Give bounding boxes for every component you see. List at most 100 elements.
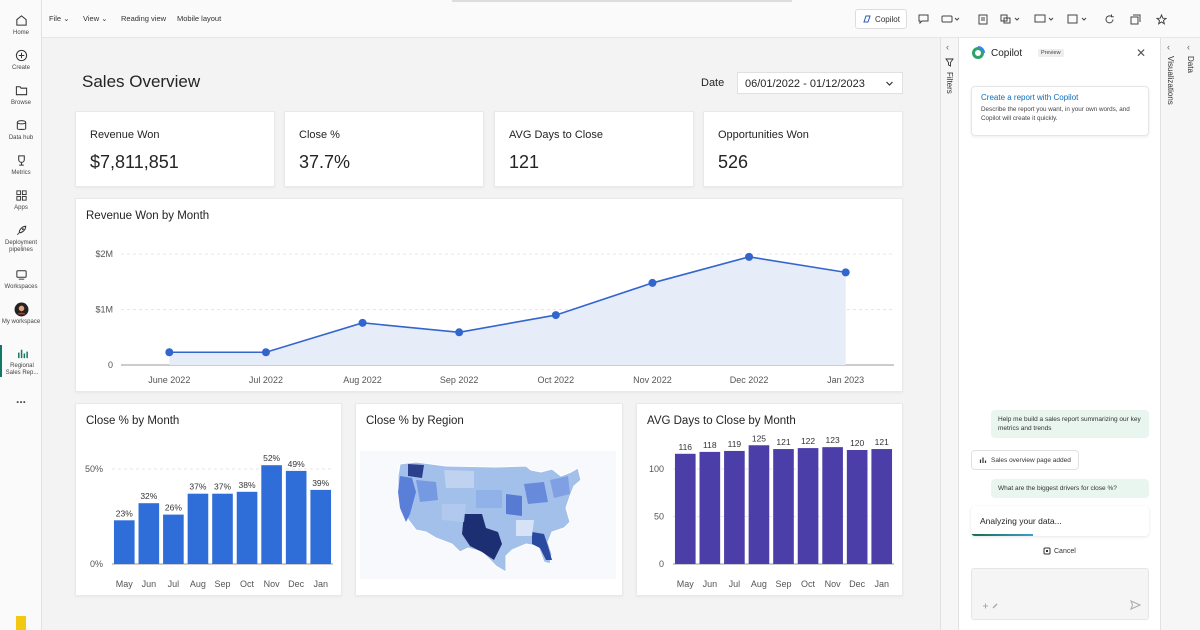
workspaces-icon: [13, 266, 29, 282]
send-icon[interactable]: [1130, 600, 1141, 610]
copilot-button-label: Copilot: [875, 14, 900, 24]
data-label: 26%: [165, 503, 182, 513]
x-tick-label: Nov: [825, 579, 842, 589]
rail-regional-sales-report[interactable]: Regional Sales Rep...: [0, 345, 42, 377]
menu-mobile-layout[interactable]: Mobile layout: [177, 14, 222, 23]
x-tick-label: Jun: [142, 579, 157, 589]
close-icon[interactable]: ✕: [1136, 46, 1147, 60]
x-tick-label: Jun: [703, 579, 718, 589]
x-tick-label: Jan 2023: [827, 375, 864, 385]
kpi-card-opportunities-won[interactable]: Opportunities Won 526: [703, 111, 903, 187]
rail-create[interactable]: Create: [0, 47, 42, 72]
rail-my-workspace[interactable]: My workspace: [0, 301, 42, 326]
response-label: Sales overview page added: [991, 456, 1071, 464]
kpi-card-avg-days-to-close[interactable]: AVG Days to Close 121: [494, 111, 694, 187]
refresh-icon[interactable]: [1102, 11, 1116, 27]
analyzing-indicator: Analyzing your data...: [971, 506, 1149, 536]
bookmark-icon[interactable]: [1066, 11, 1090, 27]
favorite-icon[interactable]: [1154, 11, 1168, 27]
avg-days-to-close-visual[interactable]: AVG Days to Close by Month 0 50 100 116 May 1…: [636, 403, 903, 596]
copilot-button[interactable]: Copilot: [855, 9, 907, 29]
bar: [113, 520, 135, 564]
rail-data-hub[interactable]: Data hub: [0, 117, 42, 142]
x-tick-label: May: [116, 579, 134, 589]
attach-icon[interactable]: [982, 602, 1000, 610]
data-label: 116: [678, 442, 692, 452]
cancel-button[interactable]: Cancel: [1043, 547, 1076, 555]
apps-icon: [13, 187, 29, 203]
date-range-slicer[interactable]: 06/01/2022 - 01/12/2023: [737, 72, 903, 94]
bar: [163, 514, 184, 564]
copilot-response[interactable]: Sales overview page added: [971, 450, 1079, 470]
notes-icon[interactable]: [976, 11, 990, 27]
menu-file[interactable]: File ⌄: [49, 14, 70, 23]
data-point: [648, 278, 657, 287]
rail-label: Metrics: [11, 170, 31, 176]
x-tick-label: Sep: [214, 579, 230, 589]
menu-reading-view[interactable]: Reading view: [121, 14, 167, 23]
comment-icon[interactable]: [916, 11, 930, 27]
visualizations-pane-tab[interactable]: Visualizations: [1166, 56, 1175, 105]
bar: [822, 447, 843, 564]
cancel-label: Cancel: [1054, 547, 1076, 555]
data-label: 121: [776, 437, 790, 447]
data-label: 118: [703, 440, 717, 450]
x-tick-label: Oct 2022: [538, 375, 575, 385]
data-label: 49%: [288, 459, 305, 469]
rail-browse[interactable]: Browse: [0, 82, 42, 107]
export-icon[interactable]: [999, 11, 1023, 27]
rail-label: Home: [12, 30, 29, 36]
copilot-icon: [863, 15, 871, 23]
rocket-icon: [13, 222, 29, 238]
present-icon[interactable]: [1033, 11, 1057, 27]
rail-label: Deployment pipelines: [4, 240, 37, 253]
data-label: 121: [875, 437, 889, 447]
bar: [871, 449, 893, 564]
kpi-card-revenue-won[interactable]: Revenue Won $7,811,851: [75, 111, 275, 187]
close-percent-by-region-visual[interactable]: Close % by Region: [355, 403, 623, 596]
revenue-line: [169, 256, 846, 354]
chevron-down-icon: [885, 79, 894, 88]
bar: [674, 453, 696, 564]
share-icon[interactable]: [940, 11, 962, 27]
chevron-left-icon[interactable]: ‹: [1167, 42, 1170, 52]
map-region-west: [398, 476, 416, 522]
revenue-by-month-visual[interactable]: Revenue Won by Month 0 $1M $2M June 2022 Jul…: [75, 198, 903, 392]
rail-label: Create: [11, 65, 30, 71]
bar: [261, 465, 282, 564]
y-tick-label: 100: [649, 464, 664, 474]
chart-title: Close % by Region: [366, 415, 464, 427]
rail-more-button[interactable]: ...: [15, 392, 26, 406]
folder-icon: [13, 82, 29, 98]
rail-apps[interactable]: Apps: [0, 187, 42, 212]
x-tick-label: Jul 2022: [249, 375, 283, 385]
map-region-southeast: [532, 532, 552, 560]
data-point: [165, 348, 174, 357]
close-percent-bar-chart: 0% 50% 23% May 32% Jun 26% Jul 37% Aug 37% Sep 38% Oc…: [85, 453, 333, 589]
side-panes-strip: ‹ ‹ Visualizations Data: [1160, 38, 1200, 630]
progress-bar: [971, 534, 1033, 536]
bar: [187, 493, 209, 564]
rail-home[interactable]: Home: [0, 12, 42, 37]
chevron-down-icon: ⌄: [63, 14, 70, 23]
menu-view[interactable]: View ⌄: [83, 14, 108, 23]
data-point: [261, 348, 270, 357]
bar: [748, 445, 770, 564]
rail-deployment-pipelines[interactable]: Deployment pipelines: [0, 222, 42, 254]
chevron-left-icon[interactable]: ‹: [1187, 42, 1190, 52]
rail-metrics[interactable]: Metrics: [0, 152, 42, 177]
chevron-left-icon[interactable]: ‹: [946, 42, 949, 52]
close-percent-by-month-visual[interactable]: Close % by Month 0% 50% 23% May 32% Jun 26% Jul…: [75, 403, 342, 596]
data-pane-tab[interactable]: Data: [1186, 56, 1195, 73]
avg-days-bar-chart: 0 50 100 116 May 118 Jun 119 Jul 125 Aug 121 Sep 122 O…: [649, 433, 894, 589]
y-tick-label: 50: [654, 512, 664, 522]
rail-workspaces[interactable]: Workspaces: [0, 266, 42, 291]
prompt-input[interactable]: [971, 568, 1149, 620]
data-label: 122: [801, 436, 815, 446]
duplicate-icon[interactable]: [1128, 11, 1142, 27]
kpi-card-close-percent[interactable]: Close % 37.7%: [284, 111, 484, 187]
create-report-card[interactable]: Create a report with Copilot Describe th…: [971, 86, 1149, 136]
kpi-value: 526: [718, 152, 749, 172]
plus-circle-icon: [13, 47, 29, 63]
filters-pane[interactable]: ‹ Filters: [940, 38, 958, 630]
